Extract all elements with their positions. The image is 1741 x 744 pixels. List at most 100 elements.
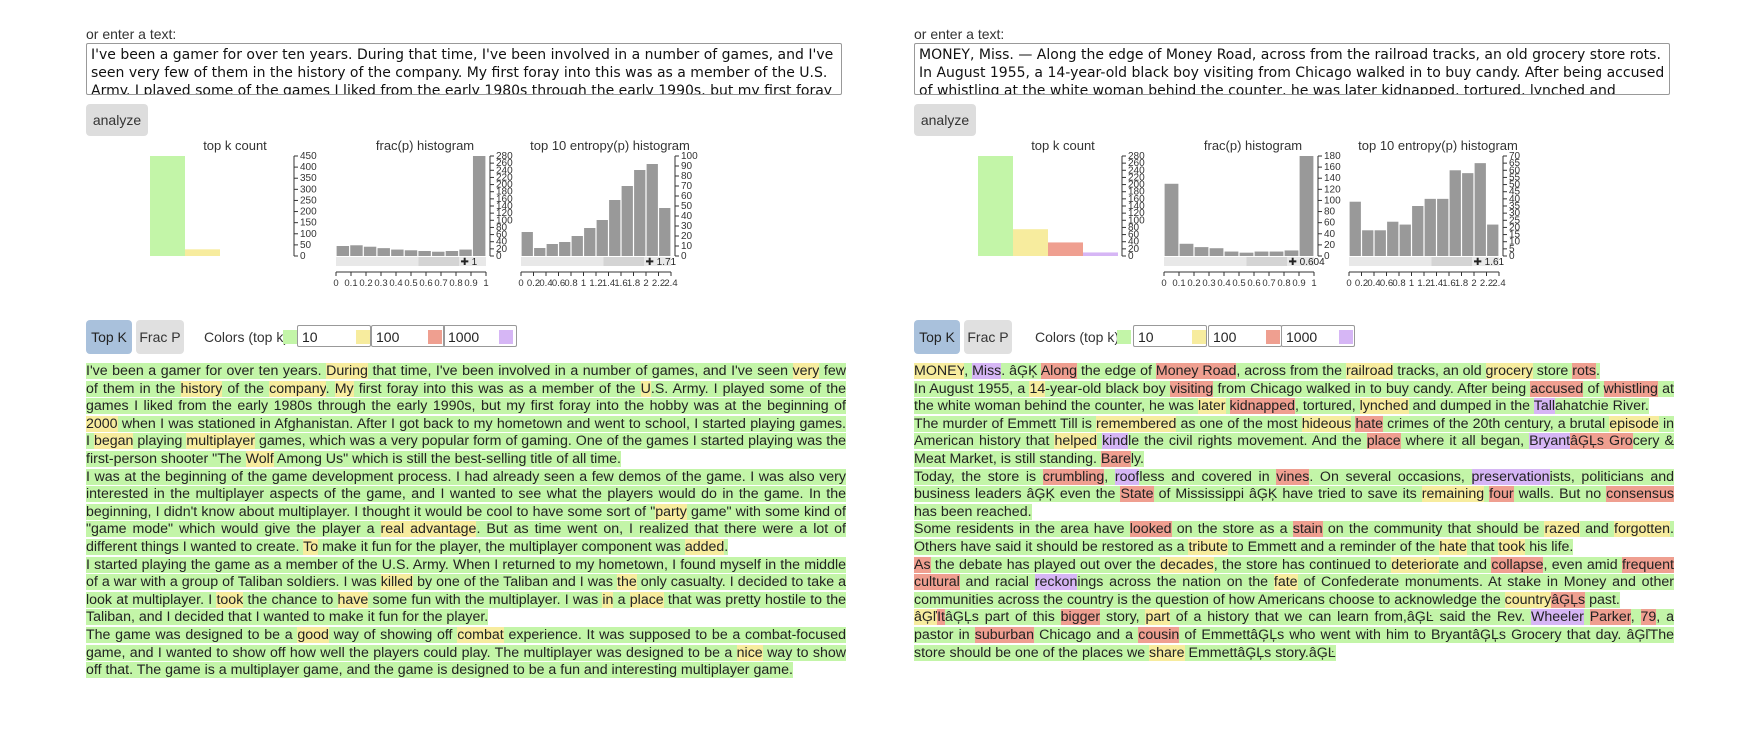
y-tick-label: 150 bbox=[300, 218, 317, 229]
x-tick-label: 0 bbox=[1161, 278, 1166, 289]
slider-track bbox=[521, 257, 671, 266]
x-tick-label: 2.4 bbox=[1492, 278, 1505, 289]
token: hate bbox=[1355, 415, 1384, 432]
slider-track bbox=[336, 257, 486, 266]
histogram-bar bbox=[418, 251, 431, 256]
histogram-bar bbox=[350, 245, 363, 256]
chart-title: frac(p) histogram bbox=[1203, 138, 1303, 153]
chart-title: frac(p) histogram bbox=[375, 138, 475, 153]
token: âĢĻs bbox=[1551, 591, 1586, 608]
histogram-bar bbox=[1284, 250, 1299, 256]
token: , even amid bbox=[1543, 556, 1622, 573]
token: hate bbox=[1439, 538, 1467, 555]
y-tick-label: 250 bbox=[300, 195, 317, 206]
x-tick-label: 1.2 bbox=[1417, 278, 1430, 289]
token: crumbling bbox=[1042, 468, 1105, 485]
token-paragraph: âĢľItâĢĻs part of this bigger story, par… bbox=[914, 609, 1675, 662]
color-input-top10[interactable]: 10 bbox=[1133, 325, 1207, 347]
tab-top-k[interactable]: Top K bbox=[86, 320, 132, 354]
token: . âĢĶ bbox=[1001, 363, 1041, 379]
marker-value: ✚ 0.604 bbox=[1289, 257, 1326, 268]
x-tick-label: 0.2 bbox=[359, 278, 372, 289]
marker-value: ✚ 1.61 bbox=[1474, 257, 1505, 268]
x-tick-label: 1.8 bbox=[1455, 278, 1468, 289]
y-tick-label: 350 bbox=[300, 173, 317, 184]
y-tick-label: 5 bbox=[1509, 244, 1515, 255]
tab-frac-p[interactable]: Frac P bbox=[136, 320, 184, 354]
x-tick-label: 0.7 bbox=[1262, 278, 1275, 289]
analyze-button[interactable]: analyze bbox=[914, 104, 976, 136]
token: State bbox=[1120, 486, 1154, 503]
x-tick-label: 1.2 bbox=[589, 278, 602, 289]
token: place bbox=[1366, 433, 1401, 450]
x-tick-label: 1 bbox=[1311, 278, 1316, 289]
token: party bbox=[655, 503, 687, 520]
x-tick-label: 0.1 bbox=[1172, 278, 1185, 289]
histogram-bar bbox=[363, 246, 377, 256]
token: cousin bbox=[1138, 626, 1180, 643]
swatch-top1000 bbox=[428, 330, 442, 344]
y-tick-label: 280 bbox=[1128, 151, 1145, 162]
y-tick-label: 100 bbox=[300, 229, 317, 240]
color-input-top100[interactable]: 100 bbox=[371, 325, 445, 347]
y-tick-label: 0 bbox=[300, 251, 306, 262]
frac-histogram-svg: 020406080100120140160180200220240260280✚… bbox=[333, 151, 513, 289]
token: began bbox=[93, 433, 134, 450]
token-paragraph: In August 1955, a 14-year-old black boy … bbox=[914, 380, 1674, 416]
analyze-button[interactable]: analyze bbox=[86, 104, 148, 136]
chart-title: top 10 entropy(p) histogram bbox=[1358, 138, 1518, 153]
token: Chicago and a bbox=[1033, 626, 1139, 643]
token: less and covered in bbox=[1139, 468, 1277, 485]
text-input[interactable]: MONEY, Miss. — Along the edge of Money R… bbox=[914, 43, 1670, 95]
color-input-top1000[interactable]: 1000 bbox=[1281, 325, 1355, 347]
token: , the store has continued to bbox=[1213, 556, 1392, 573]
token: As bbox=[914, 556, 931, 573]
token: the chance to bbox=[243, 591, 338, 608]
token: crimes of the 20th century, a brutal bbox=[1383, 415, 1610, 432]
token bbox=[1583, 609, 1590, 626]
y-tick-label: 120 bbox=[1128, 208, 1145, 219]
y-tick-label: 15 bbox=[1509, 230, 1521, 241]
token: past. bbox=[1585, 591, 1620, 608]
y-tick-label: 70 bbox=[681, 181, 693, 192]
histogram-bar bbox=[646, 164, 658, 256]
bar-top100 bbox=[185, 249, 220, 256]
token: took bbox=[1498, 538, 1526, 555]
chart-title: top k count bbox=[1031, 138, 1095, 153]
token-paragraph: As the debate has played out over the de… bbox=[914, 556, 1674, 610]
token-paragraph: The murder of Emmett Till is remembered … bbox=[914, 415, 1675, 469]
token: has been reached. bbox=[914, 503, 1032, 520]
color-input-top10[interactable]: 10 bbox=[297, 325, 371, 347]
token: where it all began, bbox=[1400, 433, 1530, 450]
slider-range bbox=[1431, 257, 1472, 266]
y-tick-label: 40 bbox=[1509, 194, 1521, 205]
y-tick-label: 140 bbox=[1128, 201, 1145, 212]
tab-frac-p[interactable]: Frac P bbox=[964, 320, 1012, 354]
token: way of showing off bbox=[328, 626, 458, 643]
tab-top-k[interactable]: Top K bbox=[914, 320, 960, 354]
y-tick-label: 280 bbox=[496, 151, 513, 162]
y-tick-label: 40 bbox=[496, 237, 508, 248]
swatch-top10 bbox=[283, 330, 297, 344]
topk-count-chart: top k count 0 50 100 150 200 250 300 350 400 450 bbox=[140, 138, 330, 308]
text-input[interactable]: I've been a gamer for over ten years. Du… bbox=[86, 43, 842, 95]
color-input-top1000[interactable]: 1000 bbox=[443, 325, 517, 347]
token: and bbox=[1579, 521, 1615, 538]
token: I've been a gamer for over ten years. bbox=[86, 363, 327, 379]
token: I was at the beginning of the game devel… bbox=[86, 468, 846, 520]
histogram-bar bbox=[1254, 251, 1269, 256]
token: remembered bbox=[1095, 415, 1177, 432]
token: country bbox=[1504, 591, 1552, 608]
token: , across from the bbox=[1236, 363, 1346, 379]
token: of bbox=[1583, 380, 1604, 397]
token: railroad bbox=[1345, 363, 1394, 379]
token: that bbox=[1466, 538, 1499, 555]
token: looked bbox=[1129, 521, 1172, 538]
token: by one of the Taliban and I was bbox=[413, 574, 617, 591]
enter-text-label: or enter a text: bbox=[86, 26, 177, 42]
token: Wolf bbox=[245, 450, 274, 467]
x-tick-label: 0.1 bbox=[344, 278, 357, 289]
y-tick-label: 180 bbox=[496, 187, 513, 198]
y-tick-label: 100 bbox=[1128, 215, 1145, 226]
swatch-top1000 bbox=[1266, 330, 1280, 344]
